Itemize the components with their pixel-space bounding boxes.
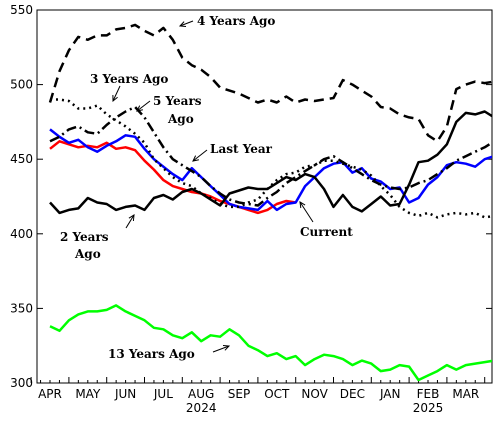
y-tick-label-500: 500	[10, 78, 33, 92]
x-tick-label-mar: MAR	[452, 387, 479, 401]
annotation-arrow-4-years-ago	[179, 20, 194, 27]
annotation-arrowhead-last-year	[192, 155, 200, 162]
x-axis: APR MAY JUN JUL AUG SEP OCT NOV DEC JAN FEB MAR 2024…	[30, 377, 486, 415]
annotation-arrowhead-13-years-ago	[222, 345, 231, 351]
y-tick-label-550: 550	[10, 3, 33, 17]
year-label-2025: 2025	[413, 401, 444, 415]
annotation-label-current: Current	[300, 225, 353, 239]
series-line-5-years-ago	[49, 105, 492, 207]
annotation-label-2-years-ago: Ago	[74, 247, 101, 261]
series-line-2-years-ago	[49, 110, 492, 215]
series-line-last-year	[49, 128, 492, 212]
annotation-arrowhead-current	[299, 201, 306, 209]
annotation-arrow-2-years-ago	[125, 214, 135, 229]
annotation-arrowhead-3-years-ago	[112, 94, 118, 103]
x-tick-label-aug: AUG	[188, 387, 214, 401]
annotation-arrow-last-year	[192, 149, 208, 162]
x-tick-label-oct: OCT	[264, 387, 290, 401]
series-line-13-years-ago	[49, 304, 492, 382]
annotations: 4 Years Ago 3 Years Ago 5 Years Ago Last Yea…	[60, 14, 353, 361]
series-line-current	[49, 140, 296, 215]
x-tick-label-sep: SEP	[228, 387, 250, 401]
year-label-2024: 2024	[186, 401, 217, 415]
annotation-arrowhead-4-years-ago	[178, 21, 187, 27]
x-tick-label-may: MAY	[75, 387, 101, 401]
annotation-label-3-years-ago: 3 Years Ago	[90, 72, 168, 86]
x-tick-label-jun: JUN	[114, 387, 136, 401]
y-tick-label-400: 400	[10, 227, 33, 241]
series-line-3-years-ago	[50, 98, 492, 219]
x-tick-label-nov: NOV	[301, 387, 328, 401]
annotation-arrow-3-years-ago	[112, 85, 121, 102]
annotation-label-5-years-ago: Ago	[167, 112, 194, 126]
annotation-label-last-year: Last Year	[210, 142, 273, 156]
series-layer	[48, 23, 492, 382]
annotation-label-13-years-ago: 13 Years Ago	[108, 347, 195, 361]
y-axis: 300 350 400 450 500 550	[10, 3, 492, 390]
annotation-arrowhead-2-years-ago	[128, 214, 135, 222]
y-tick-label-300: 300	[10, 376, 33, 390]
plot-frame	[36, 9, 493, 384]
annotation-label-5-years-ago: 5 Years	[153, 94, 202, 108]
annotation-arrow-13-years-ago	[212, 345, 230, 353]
y-tick-label-450: 450	[10, 152, 33, 166]
x-tick-label-dec: DEC	[340, 387, 365, 401]
x-tick-label-jul: JUL	[153, 387, 173, 401]
x-tick-label-feb: FEB	[417, 387, 440, 401]
annotation-arrow-5-years-ago	[136, 100, 151, 112]
annotation-label-4-years-ago: 4 Years Ago	[197, 14, 275, 28]
y-tick-label-350: 350	[10, 301, 33, 315]
annotation-arrowhead-5-years-ago	[136, 105, 143, 112]
annotation-label-2-years-ago: 2 Years	[60, 230, 109, 244]
annotation-arrow-current	[299, 201, 314, 223]
x-tick-label-jan: JAN	[379, 387, 401, 401]
series-line-4-years-ago	[48, 23, 492, 143]
x-tick-label-apr: APR	[38, 387, 62, 401]
